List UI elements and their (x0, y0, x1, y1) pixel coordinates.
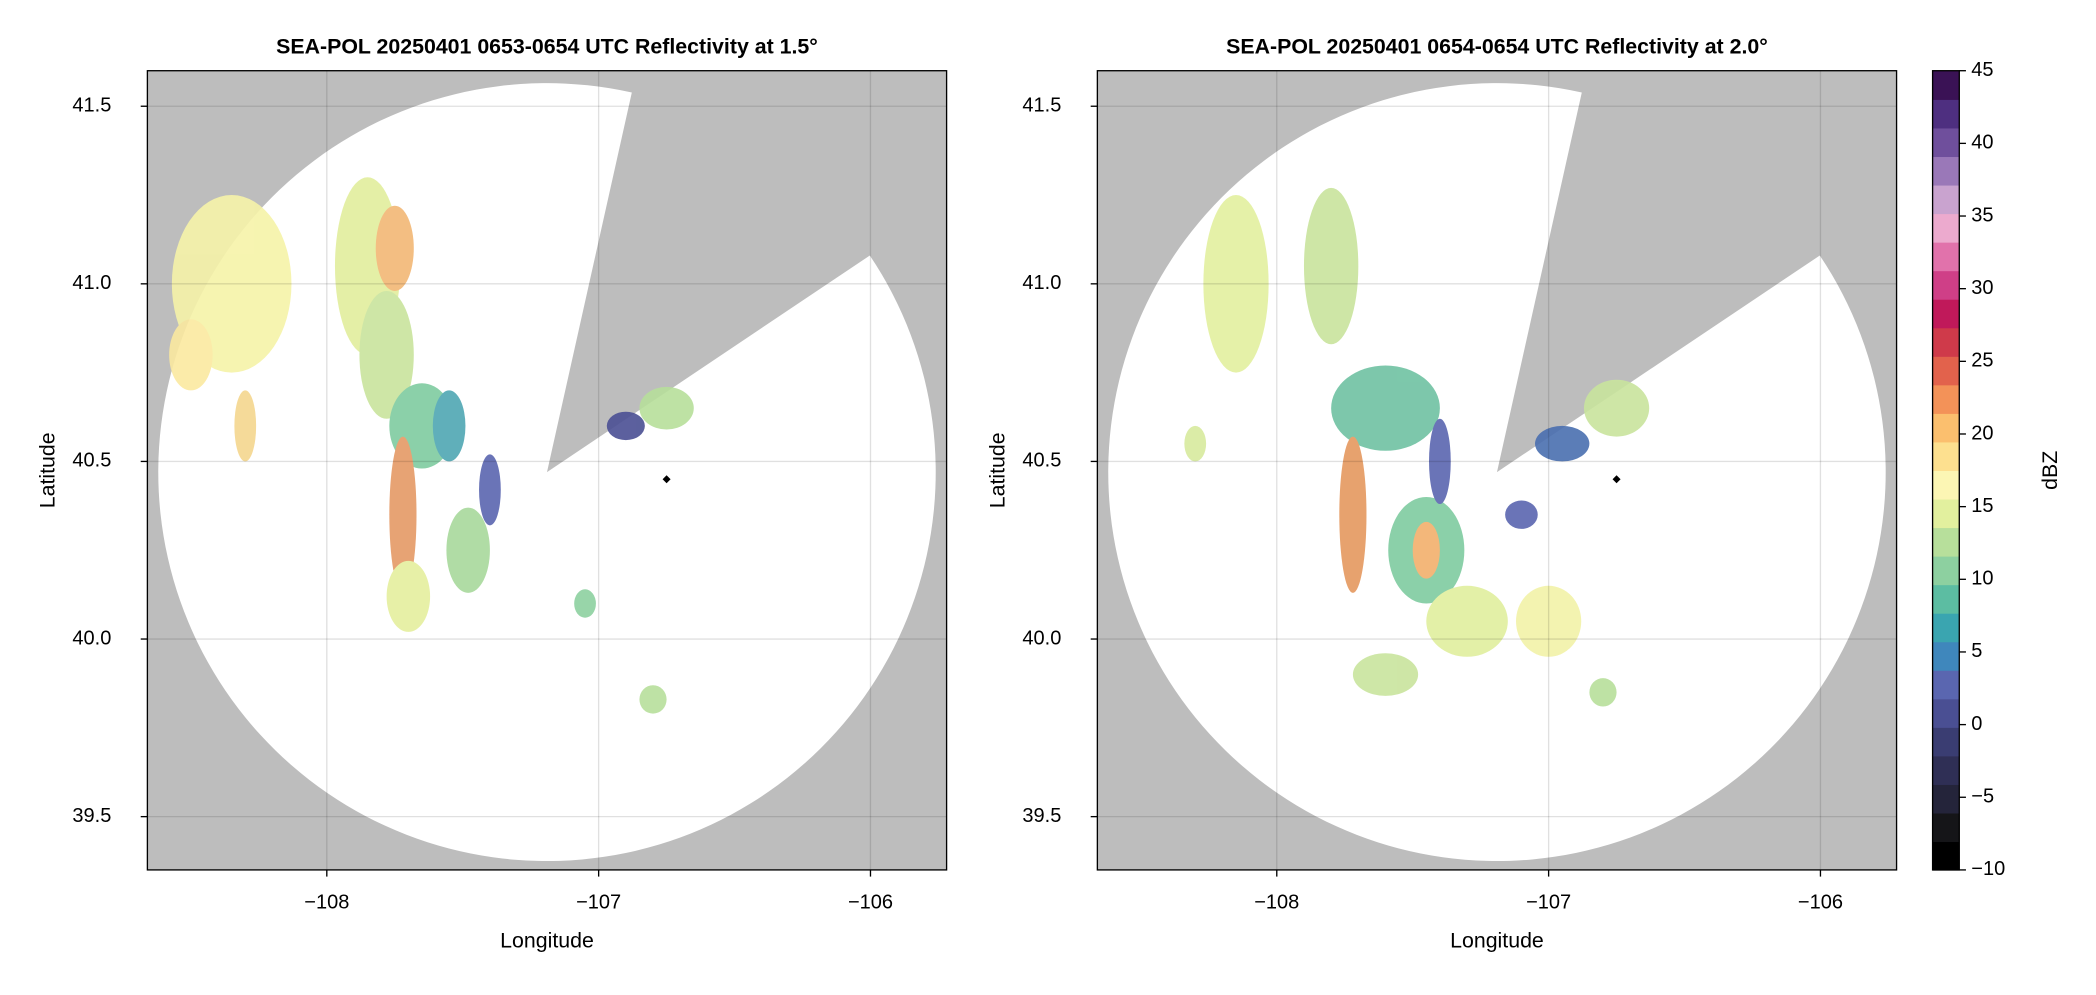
x-axis-label: Longitude (1450, 929, 1544, 953)
echo (606, 411, 645, 441)
colorbar-tick-label: 45 (1971, 59, 1993, 81)
echo (639, 386, 694, 430)
y-tick-label: 41.5 (1022, 95, 1061, 117)
colorbar-band (1932, 299, 1960, 329)
colorbar-band (1932, 127, 1960, 158)
colorbar-band (1932, 755, 1960, 785)
colorbar-band (1932, 727, 1960, 757)
echo (479, 454, 501, 526)
x-tick-label: −108 (1254, 892, 1299, 914)
colorbar-band (1932, 184, 1960, 215)
x-tick-label: −106 (848, 892, 893, 914)
y-tick-label: 40.0 (1022, 627, 1061, 649)
colorbar-band (1932, 384, 1960, 414)
y-axis-label: Latitude (985, 432, 1009, 508)
y-tick-label: 41.0 (1022, 272, 1061, 294)
radar-coverage (1108, 83, 1886, 862)
colorbar-band (1932, 584, 1960, 614)
colorbar-band (1932, 613, 1960, 643)
colorbar-band (1932, 527, 1960, 557)
colorbar-band (1932, 156, 1960, 186)
axes-frame (146, 70, 948, 871)
colorbar-tick-label: 10 (1971, 568, 1993, 590)
colorbar-band (1932, 356, 1960, 386)
echo (375, 205, 414, 291)
echo (1589, 678, 1617, 707)
chart-title: SEA-POL 20250401 0653-0654 UTC Reflectiv… (276, 35, 818, 59)
echo (1184, 425, 1207, 462)
y-tick-label: 39.5 (72, 805, 111, 827)
radar-site (1612, 475, 1621, 484)
x-tick-label: −107 (1526, 892, 1571, 914)
echo (446, 507, 490, 593)
colorbar-tick-label: −10 (1971, 858, 2005, 880)
echo (1339, 436, 1367, 593)
colorbar-tick-label: 5 (1971, 640, 1982, 662)
echo-group (1184, 187, 1650, 707)
x-tick-label: −106 (1798, 892, 1843, 914)
echo (359, 290, 414, 419)
colorbar-tick-label: 35 (1971, 204, 1993, 226)
y-axis-label: Latitude (35, 432, 59, 508)
echo (639, 685, 667, 714)
colorbar-band (1932, 441, 1960, 471)
echo (432, 390, 466, 462)
x-tick-label: −107 (576, 892, 621, 914)
chart-title: SEA-POL 20250401 0654-0654 UTC Reflectiv… (1226, 35, 1768, 59)
echo-group (169, 177, 694, 714)
echo (389, 436, 417, 593)
echo (1352, 653, 1419, 696)
y-tick-label: 41.0 (72, 272, 111, 294)
echo (1331, 365, 1440, 451)
echo (1303, 187, 1359, 345)
colorbar-band (1932, 784, 1960, 814)
echo (169, 319, 213, 391)
colorbar-tick-label: 30 (1971, 277, 1993, 299)
colorbar-band (1932, 270, 1960, 300)
y-tick-label: 41.5 (72, 95, 111, 117)
echo (1583, 379, 1650, 437)
colorbar-band (1932, 327, 1960, 357)
colorbar-label: dBZ (2038, 451, 2062, 490)
y-tick-label: 40.0 (72, 627, 111, 649)
echo (234, 390, 257, 462)
colorbar-band (1932, 841, 1960, 871)
radar-site (662, 475, 671, 484)
colorbar-tick-label: 25 (1971, 350, 1993, 372)
colorbar-band (1932, 812, 1960, 843)
echo (1203, 195, 1269, 373)
echo (386, 560, 431, 632)
echo (574, 589, 596, 618)
colorbar-band (1932, 413, 1960, 443)
colorbar-band (1932, 555, 1960, 586)
y-tick-label: 40.5 (72, 450, 111, 472)
echo (1426, 585, 1508, 657)
x-axis-label: Longitude (500, 929, 594, 953)
axes-frame (1096, 70, 1898, 871)
colorbar-band (1932, 470, 1960, 500)
colorbar-tick-label: 15 (1971, 495, 1993, 517)
echo (1505, 500, 1538, 529)
colorbar-band (1932, 70, 1960, 100)
colorbar-band (1932, 241, 1960, 272)
echo (1515, 585, 1582, 657)
colorbar-band (1932, 670, 1960, 700)
colorbar-tick-label: −5 (1971, 786, 1994, 808)
colorbar-band (1932, 213, 1960, 243)
echo (1429, 418, 1451, 505)
colorbar-tick-label: 40 (1971, 132, 1993, 154)
colorbar-tick-label: 20 (1971, 422, 1993, 444)
colorbar-band (1932, 698, 1960, 728)
colorbar-tick-label: 0 (1971, 713, 1982, 735)
colorbar-band (1932, 641, 1960, 671)
colorbar-band (1932, 498, 1960, 529)
y-tick-label: 39.5 (1022, 805, 1061, 827)
y-tick-label: 40.5 (1022, 450, 1061, 472)
x-tick-label: −108 (304, 892, 349, 914)
colorbar-band (1932, 99, 1960, 129)
echo (1412, 521, 1440, 579)
colorbar-frame (1931, 70, 1960, 871)
echo (1535, 425, 1590, 462)
